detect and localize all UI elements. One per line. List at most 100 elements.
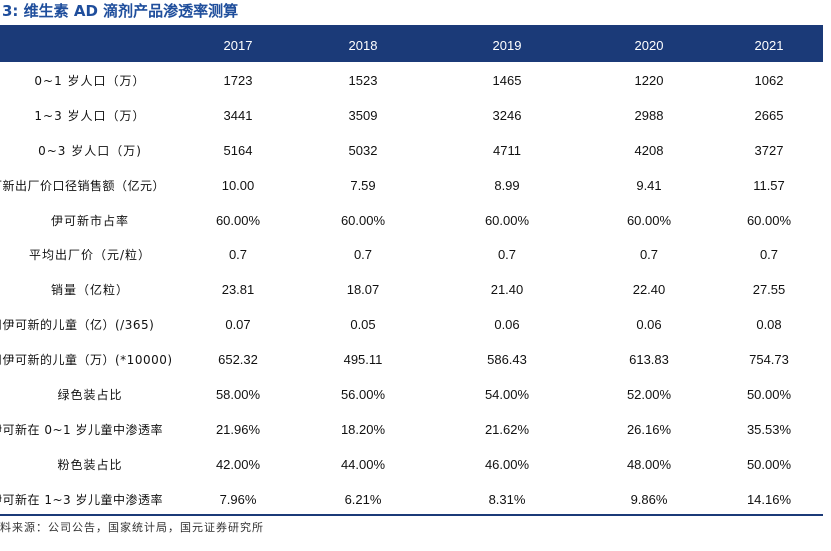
table-header: 2017 2018 2019 2020 2021 xyxy=(0,25,823,62)
table-cell: 0.05 xyxy=(350,317,376,333)
source-note: 料来源：公司公告，国家统计局，国元证券研究所 xyxy=(0,521,264,534)
table-row: 伊可新在 0~1 岁儿童中渗透率 21.96% 18.20% 21.62% 26.16%… xyxy=(0,411,823,446)
table-cell: 50.00% xyxy=(746,456,792,472)
row-label: 平均出厂价（元/粒） xyxy=(28,248,152,263)
table-cell: 0.08 xyxy=(756,317,782,333)
table-cell: 21.96% xyxy=(215,421,261,437)
table-cell: 60.00% xyxy=(626,212,672,228)
row-label: 1~3 岁人口（万） xyxy=(34,108,146,123)
table-cell: 4208 xyxy=(634,142,664,158)
table-cell: 50.00% xyxy=(746,387,792,403)
table-cell: 1062 xyxy=(754,73,784,88)
table-cell: 0.7 xyxy=(497,247,517,263)
header-year: 2021 xyxy=(754,38,784,53)
table-cell: 4711 xyxy=(493,142,521,158)
table-cell: 7.59 xyxy=(350,177,376,193)
table-cell: 3441 xyxy=(223,107,253,123)
table-cell: 8.31% xyxy=(488,491,526,507)
table-cell: 52.00% xyxy=(626,387,672,403)
header-year: 2019 xyxy=(492,38,522,53)
table-row: 伊可新市占率 60.00% 60.00% 60.00% 60.00% 60.00% xyxy=(0,202,823,237)
table-cell: 3509 xyxy=(348,107,378,123)
table-cell: 0.06 xyxy=(494,317,520,333)
table-bottom-rule xyxy=(0,514,823,516)
row-label: 伊可新市占率 xyxy=(50,213,129,228)
table-cell: 495.11 xyxy=(343,352,383,368)
row-label: 可新出厂价口径销售额（亿元） xyxy=(0,178,166,193)
table-cell: 5164 xyxy=(223,142,253,158)
table-cell: 1465 xyxy=(492,73,522,88)
row-label: 伊可新在 1~3 岁儿童中渗透率 xyxy=(0,492,163,507)
table-cell: 10.00 xyxy=(221,177,255,193)
table-cell: 44.00% xyxy=(340,456,386,472)
table-body: 0~1 岁人口（万） 1723 1523 1465 1220 1062 1~3 岁人口（万）… xyxy=(0,62,823,516)
table-cell: 2988 xyxy=(634,107,664,123)
table-cell: 58.00% xyxy=(215,387,261,403)
table-cell: 0.7 xyxy=(759,247,779,263)
header-year: 2018 xyxy=(348,38,378,53)
row-label: 0~3 岁人口（万) xyxy=(38,143,142,158)
row-label: 用伊可新的儿童（万）(*10000) xyxy=(0,353,173,368)
table-cell: 60.00% xyxy=(340,212,386,228)
table-row: 可新出厂价口径销售额（亿元） 10.00 7.59 8.99 9.41 11.57 xyxy=(0,167,823,202)
table-cell: 586.43 xyxy=(487,352,527,368)
row-label: 销量（亿粒） xyxy=(50,283,129,298)
table-cell: 42.00% xyxy=(215,456,261,472)
table-title: 3: 维生素 AD 滴剂产品渗透率测算 xyxy=(2,2,239,20)
table-cell: 2665 xyxy=(754,107,784,123)
table-cell: 0.7 xyxy=(228,247,248,263)
table-cell: 18.20% xyxy=(340,421,386,437)
table-row: 用伊可新的儿童（万）(*10000) 652.32 495.11 586.43 613.… xyxy=(0,341,823,376)
table-cell: 35.53% xyxy=(746,421,792,437)
table-cell: 60.00% xyxy=(215,212,261,228)
table-cell: 652.32 xyxy=(218,352,258,368)
row-label: 绿色装占比 xyxy=(57,388,123,403)
table-row: 用伊可新的儿童（亿）(/365) 0.07 0.05 0.06 0.06 0.08 xyxy=(0,306,823,341)
table-row: 销量（亿粒） 23.81 18.07 21.40 22.40 27.55 xyxy=(0,271,823,306)
table-cell: 8.99 xyxy=(494,177,520,193)
table-cell: 0.7 xyxy=(639,247,659,263)
table-row: 粉色装占比 42.00% 44.00% 46.00% 48.00% 50.00% xyxy=(0,446,823,481)
table-cell: 5032 xyxy=(348,142,378,158)
table-cell: 60.00% xyxy=(484,212,530,228)
table-cell: 7.96% xyxy=(219,491,257,507)
table-cell: 60.00% xyxy=(746,212,792,228)
row-label: 粉色装占比 xyxy=(57,457,123,472)
table-cell: 23.81 xyxy=(221,282,255,298)
table-cell: 26.16% xyxy=(626,421,672,437)
row-label: 0~1 岁人口（万） xyxy=(34,74,146,88)
table-cell: 9.41 xyxy=(636,177,662,193)
header-year: 2020 xyxy=(634,38,664,53)
table-cell: 754.73 xyxy=(749,352,789,368)
table-cell: 27.55 xyxy=(752,282,786,298)
table-cell: 1220 xyxy=(634,73,664,88)
table-cell: 3727 xyxy=(754,142,784,158)
table-cell: 21.40 xyxy=(490,282,524,298)
table-cell: 6.21% xyxy=(344,491,382,507)
table-cell: 1523 xyxy=(348,73,378,88)
row-label: 伊可新在 0~1 岁儿童中渗透率 xyxy=(0,422,163,437)
table-cell: 0.7 xyxy=(353,247,373,263)
table-row: 绿色装占比 58.00% 56.00% 54.00% 52.00% 50.00% xyxy=(0,376,823,411)
row-label: 用伊可新的儿童（亿）(/365) xyxy=(0,318,155,333)
table-cell: 0.06 xyxy=(636,317,662,333)
table-cell: 9.86% xyxy=(630,491,668,507)
table-cell: 18.07 xyxy=(346,282,380,298)
table-cell: 14.16% xyxy=(746,491,792,507)
table-row: 0~1 岁人口（万） 1723 1523 1465 1220 1062 xyxy=(0,62,823,97)
table-row: 平均出厂价（元/粒） 0.7 0.7 0.7 0.7 0.7 xyxy=(0,236,823,271)
table-cell: 22.40 xyxy=(632,282,666,298)
table-row: 0~3 岁人口（万) 5164 5032 4711 4208 3727 xyxy=(0,132,823,167)
table-cell: 0.07 xyxy=(225,317,251,333)
table-cell: 48.00% xyxy=(626,456,672,472)
header-year: 2017 xyxy=(223,38,253,53)
table-cell: 1723 xyxy=(223,73,253,88)
table-row: 伊可新在 1~3 岁儿童中渗透率 7.96% 6.21% 8.31% 9.86% 14.1… xyxy=(0,481,823,516)
table-cell: 11.57 xyxy=(753,177,785,193)
table-cell: 54.00% xyxy=(484,387,530,403)
table-cell: 21.62% xyxy=(484,421,530,437)
table-row: 1~3 岁人口（万） 3441 3509 3246 2988 2665 xyxy=(0,97,823,132)
table-cell: 56.00% xyxy=(340,387,386,403)
table-cell: 613.83 xyxy=(629,352,669,368)
table-cell: 3246 xyxy=(492,107,522,123)
